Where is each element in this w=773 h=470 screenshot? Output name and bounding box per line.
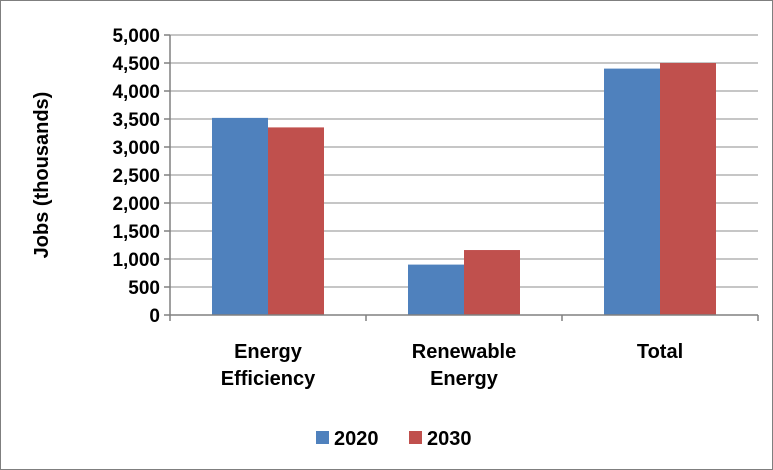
bar-2020-2 bbox=[604, 68, 660, 315]
y-tick-label: 3,500 bbox=[112, 110, 160, 131]
x-tick-labels: Energy Efficiency Renewable Energy Total bbox=[169, 315, 759, 390]
y-tick-label: 5,000 bbox=[112, 26, 160, 47]
y-tick-label: 1,000 bbox=[112, 250, 160, 271]
x-category-label: Energy bbox=[430, 368, 499, 390]
bar-2030-1 bbox=[464, 250, 520, 315]
legend-label: 2030 bbox=[427, 428, 472, 450]
bar-2020-1 bbox=[408, 264, 464, 315]
bar-2030-0 bbox=[268, 127, 324, 316]
legend-swatch-2020 bbox=[316, 431, 329, 444]
bar-2020-0 bbox=[212, 117, 268, 315]
x-category-label: Renewable bbox=[412, 341, 516, 363]
legend: 2020 2030 bbox=[316, 428, 472, 450]
y-tick-label: 0 bbox=[149, 306, 160, 327]
legend-swatch-2030 bbox=[409, 431, 422, 444]
y-tick-label: 500 bbox=[128, 278, 160, 299]
axes bbox=[169, 35, 758, 316]
y-tick-label: 4,000 bbox=[112, 82, 160, 103]
y-tick-label: 2,500 bbox=[112, 166, 160, 187]
x-category-label: Efficiency bbox=[221, 368, 316, 390]
y-tick-label: 3,000 bbox=[112, 138, 160, 159]
legend-label: 2020 bbox=[334, 428, 379, 450]
x-category-label: Energy bbox=[234, 341, 303, 363]
y-tick-label: 1,500 bbox=[112, 222, 160, 243]
bars bbox=[212, 63, 716, 316]
y-tick-labels: 0 500 1,000 1,500 2,000 2,500 3,000 3,500 4,000 4… bbox=[112, 26, 160, 327]
x-category-label: Total bbox=[637, 341, 683, 363]
y-tick-label: 4,500 bbox=[112, 54, 160, 75]
y-axis-title: Jobs (thousands) bbox=[31, 92, 53, 259]
bar-2030-2 bbox=[660, 63, 716, 315]
y-tick-label: 2,000 bbox=[112, 194, 160, 215]
